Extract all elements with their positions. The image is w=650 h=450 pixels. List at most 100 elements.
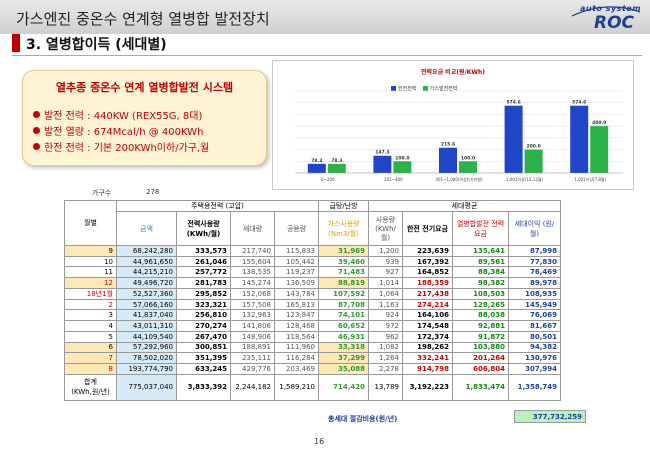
chart-data-label: 78.3 (331, 158, 342, 164)
row-common: 203,469 (274, 362, 319, 375)
row-avg-use: 2,278 (368, 362, 403, 375)
logo-swoosh-icon (571, 6, 641, 17)
row-usage: 333,573 (176, 245, 231, 257)
header-common: 공용량 (274, 211, 319, 246)
row-benefit: 145,949 (508, 298, 561, 311)
total-amount: 775,037,040 (116, 373, 177, 401)
title-marker (12, 34, 20, 52)
row-month: 3 (64, 309, 117, 322)
row-avg-use: 1,264 (368, 352, 403, 364)
row-gas: 74,101 (318, 309, 369, 322)
row-chp: 92,881 (452, 320, 509, 332)
legend-label-kepco: 한전전력 (398, 86, 417, 92)
table-header-row-2: 금액 전력사용량 (KWh/월) 세대량 공용량 가스사용량 (Nm3/월) 사… (65, 211, 561, 246)
chart-bar-gas (393, 161, 412, 173)
row-month: 6 (64, 341, 117, 354)
row-kepco: 914,798 (402, 362, 453, 375)
row-common: 105,442 (274, 255, 319, 268)
table-row: 11 44,215,210 257,772 138,535 119,237 71,483 9… (64, 266, 561, 279)
row-amount: 52,527,360 (116, 287, 177, 300)
header-use: 사용량 (KWh/월) (368, 211, 403, 246)
table-row: 7 78,502,020 351,395 235,111 116,284 37,299 1,… (64, 352, 561, 364)
row-chp: 89,561 (452, 255, 509, 268)
row-common: 119,237 (274, 266, 319, 279)
row-kepco: 198,262 (402, 341, 453, 354)
info-line-heat: 발전 열량 : 674Mcal/h @ 400KWh (33, 123, 203, 138)
chart-plot: 78.3 78.3 0~200 147.3 100.0 201~400 215.6 100.0… (295, 90, 623, 182)
row-benefit: 89,978 (508, 277, 561, 289)
total-kepco: 3,192,223 (402, 373, 453, 401)
row-usage: 295,852 (176, 287, 231, 300)
row-household: 148,906 (230, 330, 275, 343)
row-benefit: 87,998 (508, 245, 561, 257)
table-row: 10 44,961,650 261,046 155,604 105,442 39,460 9… (64, 255, 561, 268)
chart-tick-label: 1,001이상(7,8월) (574, 176, 606, 182)
table-row: 4 43,011,310 270,274 141,806 128,468 60,652 97… (64, 320, 561, 332)
total-usage: 3,833,392 (176, 373, 231, 401)
row-amount: 57,292,960 (116, 341, 177, 354)
households-label: 가구수 (92, 189, 112, 197)
row-gas: 46,931 (318, 330, 369, 343)
row-benefit: 77,830 (508, 255, 561, 268)
row-chp: 135,641 (452, 245, 509, 257)
total-gas: 714,420 (318, 373, 369, 401)
row-household: 132,963 (230, 309, 275, 322)
chart-title: 전력요금 비교(원/KWh) (421, 69, 485, 76)
row-month: 12 (64, 277, 117, 289)
row-kepco: 217,438 (402, 287, 453, 300)
row-benefit: 76,469 (508, 266, 561, 279)
row-common: 165,813 (274, 298, 319, 311)
header-band (0, 0, 650, 34)
row-common: 143,784 (274, 287, 319, 300)
row-common: 111,960 (274, 341, 319, 354)
row-kepco: 332,241 (402, 352, 453, 364)
row-usage: 267,470 (176, 330, 231, 343)
row-avg-use: 972 (368, 320, 403, 332)
logo-arc-text: auto system (580, 4, 642, 13)
chart-legend: 한전전력 가스발전전력 (391, 85, 457, 92)
total-household: 2,244,182 (230, 373, 275, 401)
row-chp: 91,872 (452, 330, 509, 343)
row-gas: 87,708 (318, 298, 369, 311)
row-amount: 193,774,790 (116, 362, 177, 375)
row-gas: 39,460 (318, 255, 369, 268)
page-title: 가스엔진 중온수 연계형 열병합 발전장치 (16, 10, 270, 28)
chart-tick-label: 401~1,000(이상)(기타형) (435, 176, 483, 182)
legend-swatch-gas (422, 86, 428, 91)
info-line-kepco: 한전 전력 : 기본 200KWh이하/가구,월 (33, 139, 209, 154)
header-heating: 급탕/난방 (318, 200, 369, 212)
row-household: 429,776 (230, 362, 275, 375)
row-month: 10 (64, 255, 117, 268)
total-avg-use: 13,789 (368, 373, 403, 401)
row-chp: 201,264 (452, 352, 509, 364)
header-month: 월별 (64, 200, 117, 246)
row-kepco: 223,639 (402, 245, 453, 257)
row-common: 123,847 (274, 309, 319, 322)
header-kepco: 한전 전기요금 (402, 211, 453, 246)
total-chp: 1,833,474 (452, 373, 509, 401)
saving-value: 377,732,259 (514, 410, 586, 423)
row-household: 141,806 (230, 320, 275, 332)
row-kepco: 274,214 (402, 298, 453, 311)
table-row: 8 193,774,790 633,245 429,776 203,469 35,088 2… (64, 362, 561, 375)
row-benefit: 307,994 (508, 362, 561, 375)
chart-bar-gas (327, 163, 346, 173)
row-kepco: 167,392 (402, 255, 453, 268)
row-gas: 31,969 (318, 245, 369, 257)
bullet-icon (33, 111, 40, 118)
legend-swatch-kepco (391, 86, 396, 91)
row-avg-use: 1,163 (368, 298, 403, 311)
row-benefit: 81,667 (508, 320, 561, 332)
households-value: 278 (146, 188, 160, 196)
row-gas: 60,652 (318, 320, 369, 332)
table-row: 5 44,109,540 267,470 148,906 118,564 46,931 96… (64, 330, 561, 343)
row-household: 235,111 (230, 352, 275, 364)
row-avg-use: 939 (368, 255, 403, 268)
row-amount: 49,496,720 (116, 277, 177, 289)
chart-data-label: 400.0 (592, 120, 606, 126)
price-comparison-chart: 전력요금 비교(원/KWh) 한전전력 가스발전전력 78.3 78.3 0~200… (272, 60, 634, 190)
chart-data-label: 574.6 (572, 100, 586, 106)
row-amount: 44,215,210 (116, 266, 177, 279)
bullet-icon (33, 143, 40, 150)
header-usage: 전력사용량 (KWh/월) (176, 211, 231, 246)
